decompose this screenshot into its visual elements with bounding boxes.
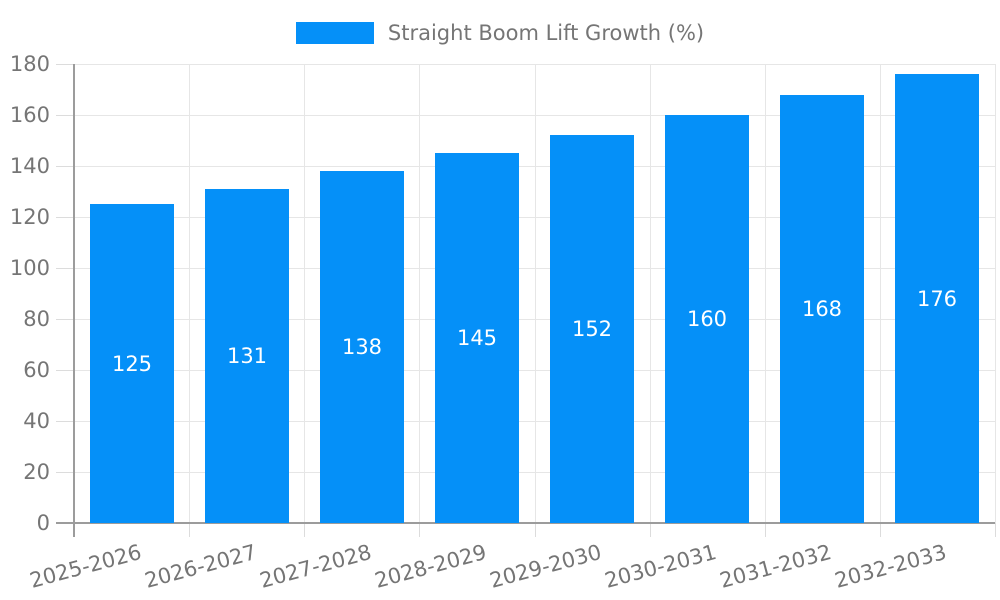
gridline-h bbox=[74, 268, 995, 269]
gridline-v bbox=[880, 64, 881, 523]
gridline-v bbox=[304, 64, 305, 523]
y-tick-label: 160 bbox=[9, 103, 50, 127]
y-axis-tick bbox=[56, 319, 74, 320]
y-axis-tick bbox=[56, 166, 74, 167]
x-axis-line bbox=[56, 522, 995, 524]
y-axis-tick bbox=[56, 268, 74, 269]
gridline-v bbox=[419, 64, 420, 523]
bar-value-label: 125 bbox=[111, 352, 153, 376]
x-axis-tick bbox=[650, 523, 651, 537]
x-tick-label: 2030-2031 bbox=[601, 539, 719, 593]
bar bbox=[665, 115, 749, 523]
gridline-h bbox=[74, 166, 995, 167]
y-axis-tick bbox=[56, 472, 74, 473]
gridline-h bbox=[74, 472, 995, 473]
gridline-h bbox=[74, 421, 995, 422]
x-axis-tick bbox=[419, 523, 420, 537]
y-tick-label: 0 bbox=[36, 511, 50, 535]
x-tick-label: 2032-2033 bbox=[831, 539, 949, 593]
gridline-v bbox=[650, 64, 651, 523]
chart-legend[interactable]: Straight Boom Lift Growth (%) bbox=[0, 20, 1000, 46]
x-axis-tick bbox=[189, 523, 190, 537]
x-axis-tick bbox=[304, 523, 305, 537]
y-tick-label: 140 bbox=[9, 154, 50, 178]
bar-value-label: 168 bbox=[801, 297, 843, 321]
y-axis-tick bbox=[56, 64, 74, 65]
bar bbox=[90, 204, 174, 523]
y-axis-tick bbox=[56, 370, 74, 371]
bar bbox=[895, 74, 979, 523]
x-axis-tick bbox=[880, 523, 881, 537]
y-tick-label: 60 bbox=[23, 358, 50, 382]
x-tick-label: 2027-2028 bbox=[256, 539, 374, 593]
gridline-v bbox=[995, 64, 996, 523]
y-tick-label: 20 bbox=[23, 460, 50, 484]
x-tick-label: 2031-2032 bbox=[716, 539, 834, 593]
x-axis-tick bbox=[995, 523, 996, 537]
bar bbox=[435, 153, 519, 523]
bar-value-label: 160 bbox=[686, 307, 728, 331]
bar-value-label: 131 bbox=[226, 344, 268, 368]
y-axis-line bbox=[73, 64, 75, 537]
y-axis-tick bbox=[56, 115, 74, 116]
gridline-h bbox=[74, 64, 995, 65]
x-tick-label: 2025-2026 bbox=[26, 539, 144, 593]
y-tick-label: 100 bbox=[9, 256, 50, 280]
gridline-h bbox=[74, 217, 995, 218]
y-tick-label: 180 bbox=[9, 52, 50, 76]
y-tick-label: 40 bbox=[23, 409, 50, 433]
x-axis-tick bbox=[765, 523, 766, 537]
legend-label: Straight Boom Lift Growth (%) bbox=[387, 21, 705, 45]
bar-value-label: 138 bbox=[341, 335, 383, 359]
bar bbox=[780, 95, 864, 523]
gridline-h bbox=[74, 115, 995, 116]
x-tick-label: 2028-2029 bbox=[371, 539, 489, 593]
y-axis-tick bbox=[56, 217, 74, 218]
x-axis-tick bbox=[535, 523, 536, 537]
x-tick-label: 2029-2030 bbox=[486, 539, 604, 593]
y-tick-label: 120 bbox=[9, 205, 50, 229]
gridline-h bbox=[74, 370, 995, 371]
legend-color-swatch bbox=[295, 22, 374, 44]
bar bbox=[550, 135, 634, 523]
y-axis-tick bbox=[56, 421, 74, 422]
gridline-h bbox=[74, 319, 995, 320]
y-tick-label: 80 bbox=[23, 307, 50, 331]
bar-value-label: 176 bbox=[916, 287, 958, 311]
gridline-v bbox=[189, 64, 190, 523]
bar-value-label: 152 bbox=[571, 317, 613, 341]
bar bbox=[320, 171, 404, 523]
gridline-v bbox=[535, 64, 536, 523]
gridline-v bbox=[765, 64, 766, 523]
x-tick-label: 2026-2027 bbox=[141, 539, 259, 593]
bar-value-label: 145 bbox=[456, 326, 498, 350]
bar bbox=[205, 189, 289, 523]
